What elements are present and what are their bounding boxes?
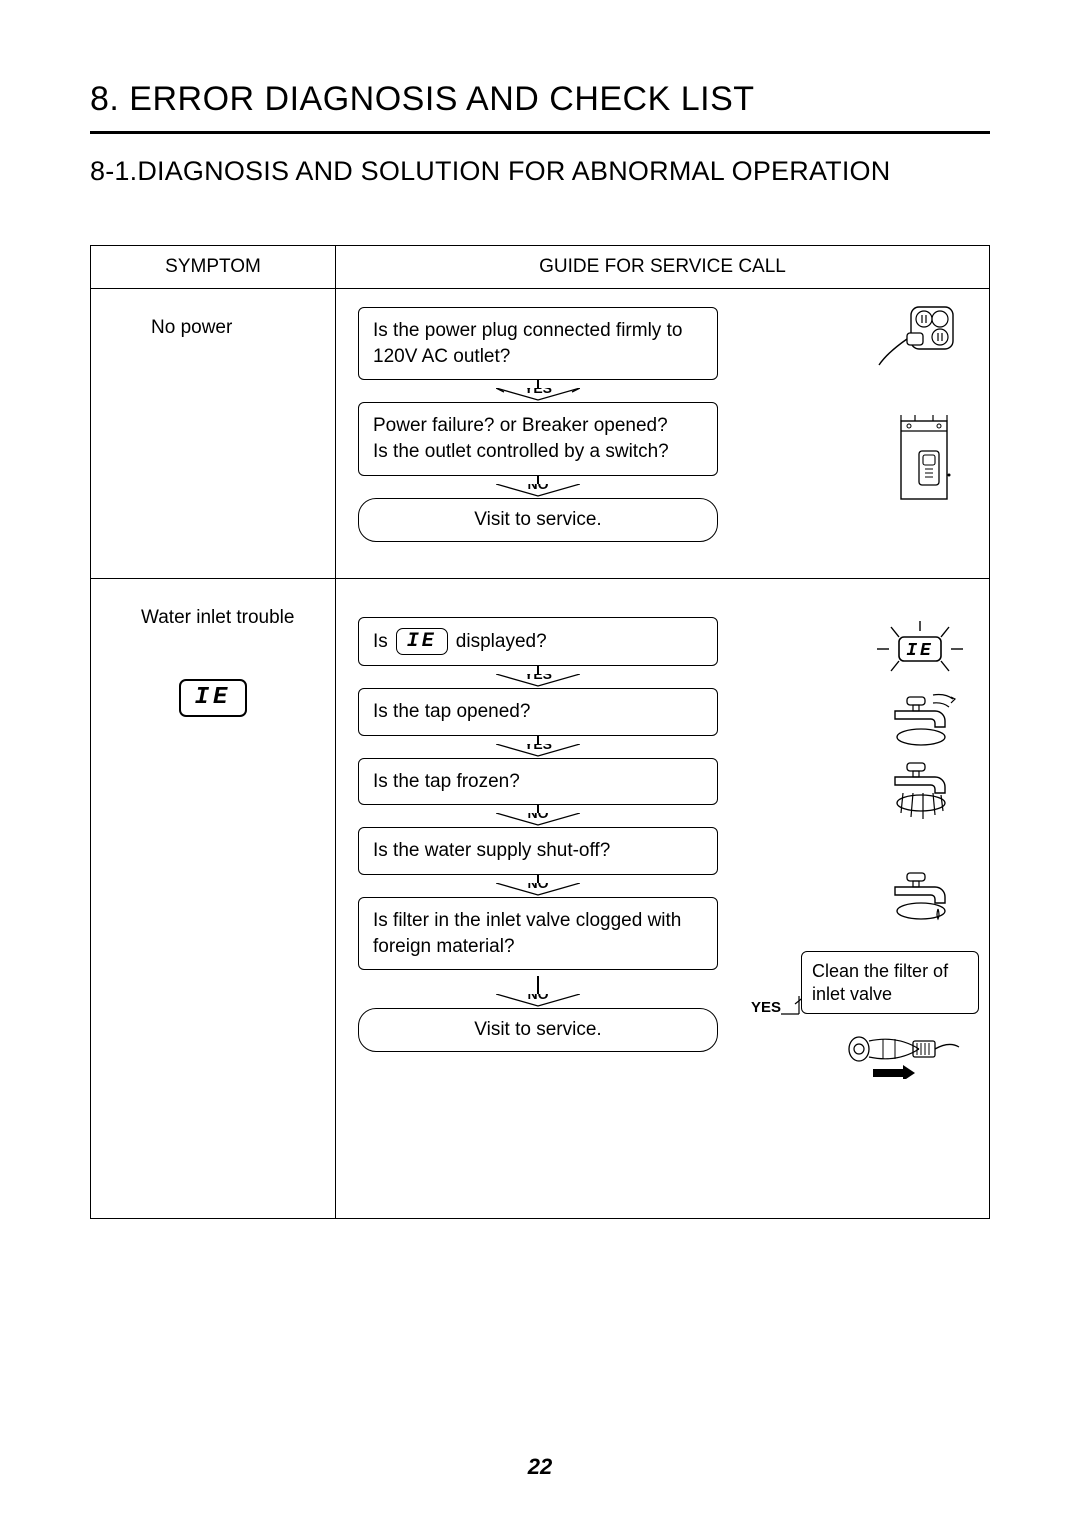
page-number: 22: [0, 1454, 1080, 1480]
flow-connector: NO: [496, 875, 580, 897]
symptom-cell: No power: [91, 289, 336, 579]
breaker-icon: [893, 411, 959, 513]
branch-label-yes: YES: [751, 999, 781, 1016]
flow-connector: YES: [496, 736, 580, 758]
question-box: Is the power plug connected firmly to 12…: [358, 307, 718, 380]
table-row: No power Is the power plug connected fir…: [91, 289, 990, 579]
svg-text:NO: NO: [528, 994, 549, 1002]
table-row: Water inlet trouble IE Is IE displayed?: [91, 579, 990, 1219]
question-box: Is the tap opened?: [358, 688, 718, 736]
symptom-cell: Water inlet trouble IE: [91, 579, 336, 1219]
svg-text:NO: NO: [528, 883, 549, 891]
error-code-badge: IE: [105, 679, 321, 717]
page-title: 8. ERROR DIAGNOSIS AND CHECK LIST: [90, 80, 990, 119]
col-header-symptom: SYMPTOM: [91, 246, 336, 289]
question-box: Is filter in the inlet valve clogged wit…: [358, 897, 718, 970]
flow-column: Is IE displayed? YES Is the tap opened? …: [358, 617, 718, 1052]
diagnosis-table: SYMPTOM GUIDE FOR SERVICE CALL No power …: [90, 245, 990, 1219]
tap-shutoff-icon: [889, 869, 959, 933]
question-box: Is IE displayed?: [358, 617, 718, 666]
action-box: Clean the filter of inlet valve: [801, 951, 979, 1014]
terminal-box: Visit to service.: [358, 498, 718, 542]
flow-connector: YES: [496, 666, 580, 688]
title-rule: [90, 131, 990, 134]
svg-text:YES: YES: [524, 674, 552, 682]
display-flash-icon: IE: [875, 621, 965, 683]
svg-text:NO: NO: [528, 484, 549, 492]
text: Is: [373, 629, 388, 655]
guide-cell: Is the power plug connected firmly to 12…: [336, 289, 990, 579]
page: 8. ERROR DIAGNOSIS AND CHECK LIST 8-1.DI…: [0, 0, 1080, 1526]
clean-filter-icon: [843, 1029, 963, 1085]
question-box: Is the tap frozen?: [358, 758, 718, 806]
flow-column: Is the power plug connected firmly to 12…: [358, 307, 718, 542]
svg-text:IE: IE: [906, 641, 934, 661]
section-title: 8-1.DIAGNOSIS AND SOLUTION FOR ABNORMAL …: [90, 156, 990, 187]
flow-connector: NO: [496, 476, 580, 498]
flow-connector: NO: [496, 976, 580, 1008]
error-code-badge: IE: [396, 628, 448, 655]
question-box: Power failure? or Breaker opened? Is the…: [358, 402, 718, 475]
svg-text:YES: YES: [524, 744, 552, 752]
svg-text:NO: NO: [528, 813, 549, 821]
outlet-plug-icon: [877, 303, 959, 373]
flow-connector: NO: [496, 805, 580, 827]
text: displayed?: [456, 629, 547, 655]
question-box: Is the water supply shut-off?: [358, 827, 718, 875]
guide-cell: Is IE displayed? YES Is the tap opened? …: [336, 579, 990, 1219]
symptom-text: No power: [151, 317, 321, 339]
tap-frozen-icon: [889, 759, 959, 827]
col-header-guide: GUIDE FOR SERVICE CALL: [336, 246, 990, 289]
tap-open-icon: [889, 691, 959, 755]
terminal-box: Visit to service.: [358, 1008, 718, 1052]
flow-connector: YES: [496, 380, 580, 402]
svg-text:YES: YES: [524, 388, 552, 396]
symptom-text: Water inlet trouble: [141, 607, 321, 629]
